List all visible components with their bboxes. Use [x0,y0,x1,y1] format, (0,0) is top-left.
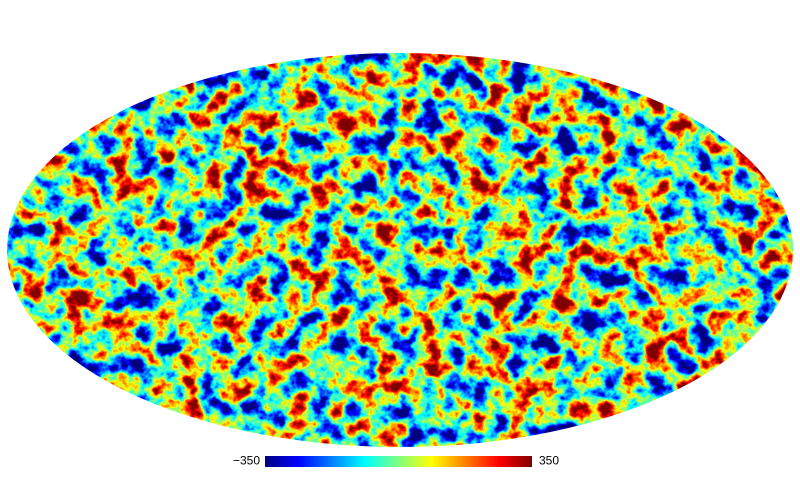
sky-map [7,53,793,447]
colorbar: −350 350 [233,454,559,468]
colorbar-gradient [265,456,532,467]
colorbar-label: 350 [539,454,559,468]
temperature-field [7,53,793,447]
colorbar-label: −350 [233,454,260,468]
